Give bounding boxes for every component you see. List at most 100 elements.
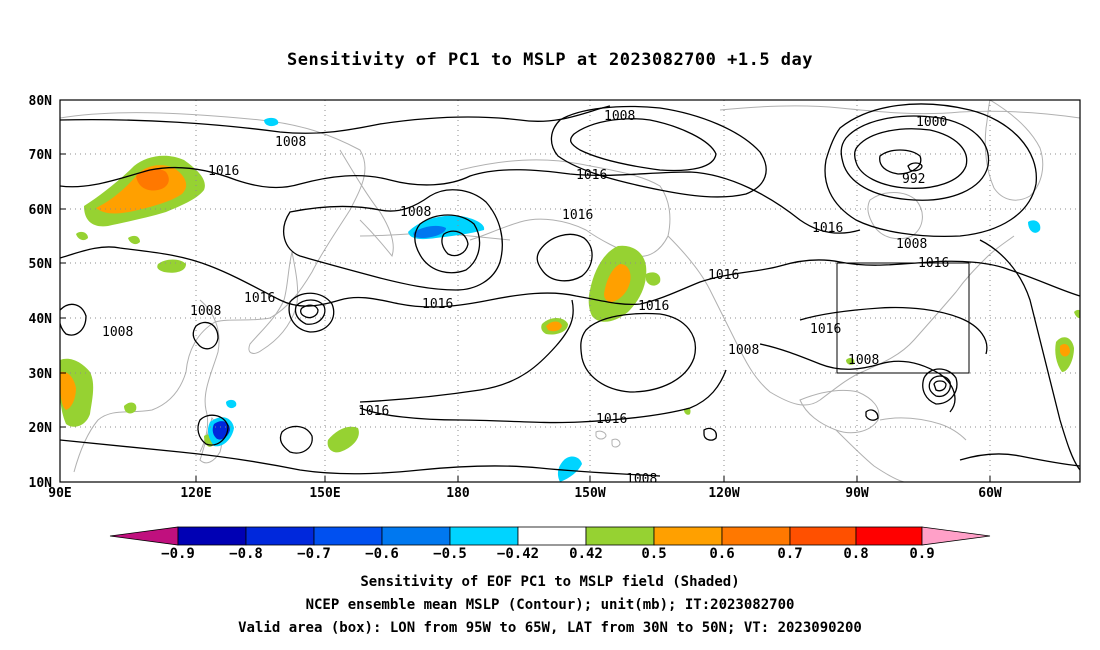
colorbar-cell <box>381 526 451 546</box>
colorbar-label: 0.42 <box>569 546 603 562</box>
contour-line <box>922 368 958 405</box>
caption-valid-area: Valid area (box): LON from 95W to 65W, L… <box>238 620 862 636</box>
lat-label: 80N <box>29 94 53 109</box>
coastline-hudson-bay <box>867 192 923 240</box>
contour-label: 1016 <box>358 404 389 419</box>
coastline-caribbean <box>879 417 967 441</box>
shade-negative-0.5 <box>413 225 446 238</box>
contour-line <box>536 233 593 282</box>
contour-line <box>799 306 988 355</box>
colorbar-label: −0.5 <box>433 546 467 562</box>
contour-line <box>60 105 611 134</box>
shade-negative-0.42 <box>557 456 582 482</box>
sensitivity-shading <box>60 117 1080 482</box>
contour-label: 1008 <box>102 325 133 340</box>
contour-label: 1016 <box>562 208 593 223</box>
contour-line <box>197 414 229 446</box>
contour-label: 1016 <box>208 164 239 179</box>
valid-area-box <box>836 262 970 374</box>
colorbar-label: −0.7 <box>297 546 331 562</box>
lon-label: 180 <box>446 486 470 501</box>
shade-positive-0.42 <box>128 235 140 245</box>
lon-label: 120E <box>180 486 211 501</box>
colorbar-cell <box>177 526 247 546</box>
contour-label: 1016 <box>918 256 949 271</box>
shade-negative-0.42 <box>1028 220 1041 233</box>
sensitivity-map: 1008 1016 1008 1016 1016 1008 1016 1008 … <box>29 94 1081 562</box>
lat-label: 10N <box>29 476 53 491</box>
contour-line <box>580 312 696 393</box>
contour-line <box>359 299 574 403</box>
lat-label: 30N <box>29 367 53 382</box>
contour-label: 1016 <box>576 168 607 183</box>
contour-label: 1008 <box>400 205 431 220</box>
contour-label: 1016 <box>812 221 843 236</box>
colorbar-label: −0.42 <box>497 546 539 562</box>
contour-line <box>300 304 319 319</box>
colorbar-cell <box>721 526 791 546</box>
shade-positive-0.42 <box>157 259 186 273</box>
map-panel: 1008 1016 1008 1016 1016 1008 1016 1008 … <box>29 94 1081 501</box>
contour-labels: 1008 1016 1008 1016 1016 1008 1016 1008 … <box>102 109 949 482</box>
contour-line <box>865 409 879 421</box>
contour-line <box>60 439 661 477</box>
colorbar-cell <box>653 526 723 546</box>
colorbar-label: −0.8 <box>229 546 263 562</box>
contour-line <box>441 230 469 257</box>
shade-negative-0.42 <box>226 399 237 409</box>
colorbar-cell <box>585 526 655 546</box>
contour-label: 1008 <box>728 343 759 358</box>
coastline-japan <box>248 251 299 354</box>
contour-line <box>840 115 990 201</box>
coastline-hawaii <box>595 430 621 448</box>
contour-line <box>60 166 861 234</box>
contour-line <box>60 303 87 336</box>
contour-line <box>279 425 313 454</box>
contour-label: 1008 <box>896 237 927 252</box>
colorbar-cell <box>789 526 857 546</box>
coastline-central-america <box>835 429 905 482</box>
coastline-greenland <box>984 100 1044 201</box>
contour-line <box>294 299 326 325</box>
colorbar-label: −0.9 <box>161 546 195 562</box>
contour-line <box>569 118 717 172</box>
contour-label: 992 <box>902 172 925 187</box>
contour-label: 1008 <box>190 304 221 319</box>
contour-line <box>933 380 947 392</box>
colorbar-cell <box>109 526 179 546</box>
contour-label: 1008 <box>848 353 879 368</box>
contour-label: 1008 <box>275 135 306 150</box>
colorbar-cell <box>449 526 519 546</box>
contour-line <box>414 214 481 274</box>
contour-line <box>824 103 1037 237</box>
contour-line <box>928 375 951 398</box>
lat-label: 20N <box>29 421 53 436</box>
coastline-alaska <box>459 159 671 257</box>
colorbar-cell <box>313 526 383 546</box>
shade-positive-0.5 <box>546 321 562 332</box>
coastline-north-america <box>667 235 1015 406</box>
shade-positive-0.42 <box>1074 309 1080 319</box>
colorbar-label: 0.8 <box>843 546 868 562</box>
contour-line <box>288 292 335 333</box>
shade-positive-0.6 <box>136 168 169 191</box>
contour-line <box>283 189 503 291</box>
map-frame <box>59 99 1081 483</box>
contour-line <box>854 128 968 189</box>
lon-label: 150W <box>574 486 605 501</box>
lon-label: 150E <box>309 486 340 501</box>
lon-label: 120W <box>708 486 739 501</box>
latitude-labels: 80N 70N 60N 50N 40N 30N 20N 10N <box>29 94 53 491</box>
shade-positive-0.5 <box>1060 344 1070 357</box>
colorbar-cell <box>921 526 991 546</box>
coastline-gulf-of-mexico <box>799 389 880 434</box>
colorbar-label: −0.6 <box>365 546 399 562</box>
colorbar-cell <box>245 526 315 546</box>
colorbar-label: 0.9 <box>909 546 934 562</box>
colorbar-cell <box>517 526 587 546</box>
lon-label: 90E <box>48 486 71 501</box>
chart-title: Sensitivity of PC1 to MSLP at 2023082700… <box>286 50 813 70</box>
contour-line <box>959 453 1080 467</box>
colorbar-label: 0.6 <box>709 546 734 562</box>
contour-line <box>359 369 727 424</box>
